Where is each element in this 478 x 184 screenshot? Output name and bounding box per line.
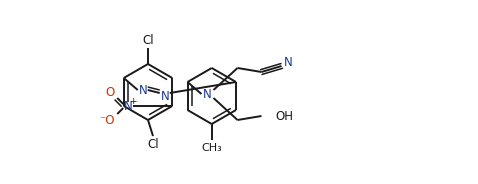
Text: N: N (138, 84, 147, 96)
Text: Cl: Cl (142, 33, 154, 47)
Text: N: N (284, 56, 293, 70)
Text: O: O (106, 86, 115, 98)
Text: CH₃: CH₃ (201, 143, 222, 153)
Text: N: N (161, 89, 169, 102)
Text: OH: OH (275, 109, 293, 123)
Text: +: + (130, 96, 137, 105)
Text: ⁻O: ⁻O (99, 114, 115, 127)
Text: Cl: Cl (147, 137, 159, 151)
Text: N: N (203, 88, 212, 100)
Text: N: N (124, 100, 132, 112)
